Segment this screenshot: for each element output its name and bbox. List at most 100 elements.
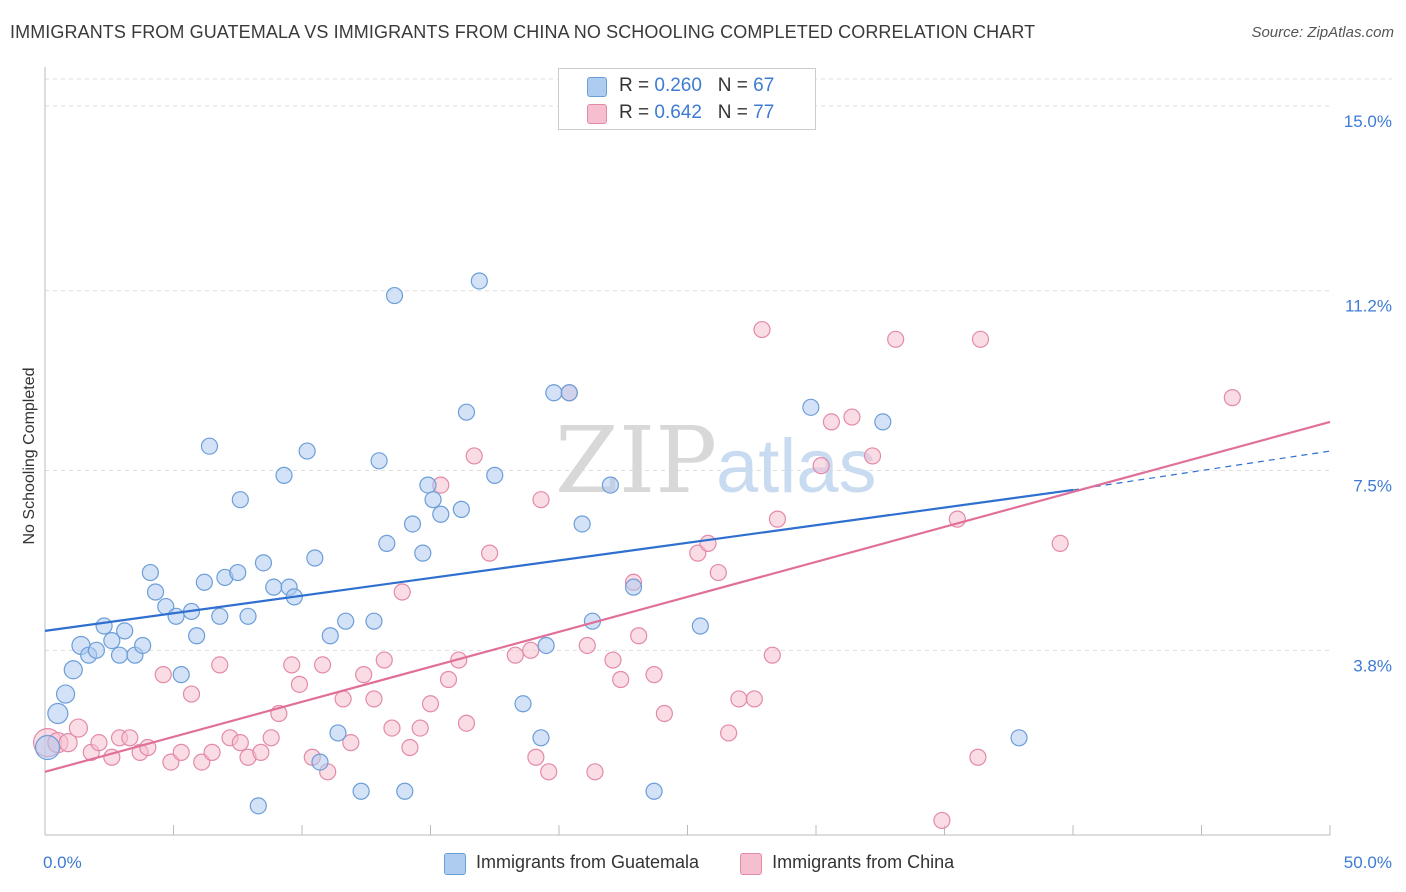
guatemala-point xyxy=(146,583,165,601)
legend-label-china: Immigrants from China xyxy=(772,852,955,872)
x-tick-label: 0.0% xyxy=(43,853,82,872)
guatemala-point xyxy=(452,500,470,518)
r-value: 0.260 xyxy=(654,75,702,96)
china-point xyxy=(1051,534,1069,553)
china-point xyxy=(203,743,221,761)
china-point xyxy=(1223,389,1241,407)
r-label: R = xyxy=(619,75,650,96)
china-point xyxy=(604,651,622,669)
china-point xyxy=(342,734,360,752)
china-point xyxy=(481,544,499,562)
china-point xyxy=(586,763,604,781)
guatemala-point xyxy=(211,607,229,625)
guatemala-point xyxy=(802,398,820,416)
guatemala-point xyxy=(352,782,370,800)
guatemala-point xyxy=(601,476,620,494)
guatemala-point xyxy=(573,515,591,533)
guatemala-point xyxy=(419,476,437,494)
china-point xyxy=(355,666,373,684)
guatemala-point xyxy=(298,442,316,460)
china-point xyxy=(154,666,172,684)
legend-swatch-guatemala xyxy=(587,77,607,97)
source-credit: Source: ZipAtlas.com xyxy=(1251,24,1394,41)
guatemala-point xyxy=(47,702,69,725)
guatemala-point xyxy=(275,466,293,484)
legend-swatch-guatemala xyxy=(444,853,466,875)
china-points xyxy=(32,320,1241,830)
china-point xyxy=(439,670,458,689)
y-tick-label: 7.5% xyxy=(1353,477,1392,496)
r-label: R = xyxy=(619,102,650,123)
guatemala-point xyxy=(532,729,550,747)
china-point xyxy=(745,690,763,708)
china-point xyxy=(68,718,89,738)
series-legend: Immigrants from Guatemala Immigrants fro… xyxy=(444,852,990,875)
china-point xyxy=(506,646,524,664)
china-point xyxy=(90,734,108,752)
watermark: ZIP atlas xyxy=(555,407,877,514)
guatemala-point xyxy=(403,515,422,533)
guatemala-point xyxy=(239,607,257,625)
china-point xyxy=(383,719,401,737)
trend-lines xyxy=(44,420,1331,773)
guatemala-point xyxy=(624,578,643,596)
guatemala-point xyxy=(432,505,450,523)
guatemala-point xyxy=(249,797,267,815)
guatemala-point xyxy=(378,534,396,553)
guatemala-point xyxy=(34,734,61,761)
china-point xyxy=(753,320,771,339)
guatemala-points xyxy=(34,272,1028,815)
china-point xyxy=(699,534,717,553)
n-value: 77 xyxy=(753,102,775,123)
axes xyxy=(44,67,1331,836)
guatemala-point xyxy=(95,617,113,635)
guatemala-point xyxy=(110,646,129,664)
china-point xyxy=(527,748,545,766)
guatemala-point xyxy=(265,578,283,596)
china-point xyxy=(262,729,280,747)
guatemala-point xyxy=(103,632,121,650)
guatemala-point xyxy=(370,452,388,470)
guatemala-point xyxy=(470,272,488,290)
legend-item-china: Immigrants from China xyxy=(740,852,955,875)
guatemala-point xyxy=(141,563,159,582)
china-point xyxy=(532,491,550,509)
china-point xyxy=(578,636,596,655)
china-point xyxy=(843,408,861,426)
china-point xyxy=(283,656,301,674)
china-point xyxy=(421,695,440,713)
china-point xyxy=(969,748,987,766)
guatemala-point xyxy=(172,666,190,684)
guatemala-point xyxy=(134,636,152,655)
guatemala-point xyxy=(396,782,414,800)
guatemala-point xyxy=(424,491,442,509)
china-point xyxy=(393,583,411,601)
watermark-zip: ZIP xyxy=(555,407,717,514)
guatemala-point xyxy=(329,724,347,742)
china-point xyxy=(121,729,139,747)
china-point xyxy=(182,685,201,703)
guatemala-point xyxy=(486,466,504,484)
r-value: 0.642 xyxy=(654,102,702,123)
legend-swatch-china xyxy=(740,853,763,875)
china-point xyxy=(375,651,393,669)
guatemala-point xyxy=(560,384,578,402)
guatemala-point xyxy=(874,413,892,431)
china-point xyxy=(211,656,229,674)
guatemala-point xyxy=(167,607,185,625)
guatemala-point xyxy=(195,573,213,591)
china-point xyxy=(540,763,558,781)
guatemala-point xyxy=(365,612,383,630)
guatemala-point xyxy=(87,641,106,659)
china-point xyxy=(730,690,748,708)
china-point xyxy=(822,413,841,431)
legend-swatch-china xyxy=(587,104,607,124)
guatemala-point xyxy=(254,554,273,572)
china-point xyxy=(612,670,630,689)
china-point xyxy=(290,675,309,693)
china-point xyxy=(522,641,540,659)
china-point xyxy=(971,330,990,348)
n-value: 67 xyxy=(753,75,775,96)
y-tick-label: 3.8% xyxy=(1353,656,1392,675)
china-point xyxy=(231,734,249,752)
